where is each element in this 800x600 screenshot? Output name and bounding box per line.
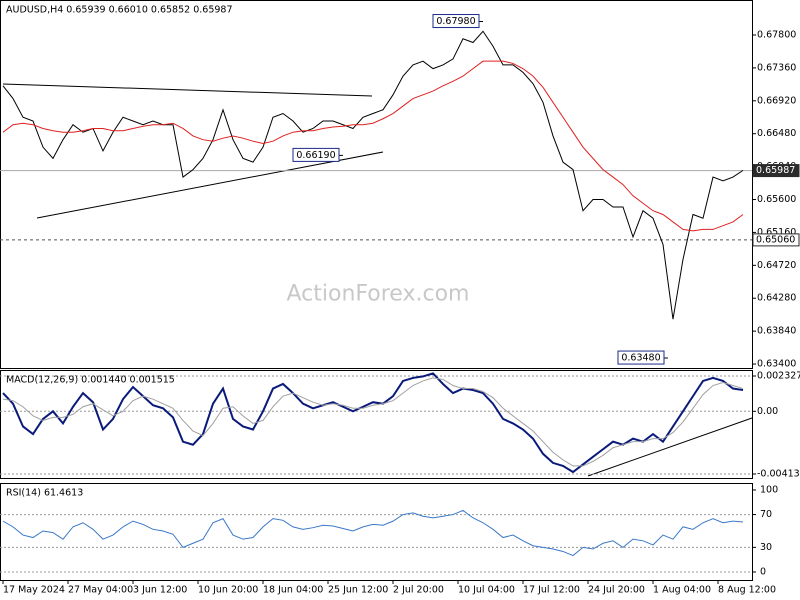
x-tick-label: 17 May 2024 xyxy=(3,585,65,596)
annotation-label: 0.63480 xyxy=(621,353,660,364)
series-line xyxy=(2,509,744,557)
annotation-label: 0.66190 xyxy=(296,150,335,161)
y-tick-label: 0.65160 xyxy=(757,227,796,238)
x-tick-label: 25 Jun 12:00 xyxy=(328,585,388,596)
price-label-box xyxy=(752,233,800,247)
price-label-box xyxy=(752,164,800,178)
annotation-box xyxy=(617,350,665,365)
x-tick-label: 10 Jul 04:00 xyxy=(458,585,515,596)
series-line xyxy=(2,377,744,467)
trendline xyxy=(2,83,373,97)
x-tick-label: 27 May 04:00 xyxy=(68,585,133,596)
x-tick-label: 17 Jul 12:00 xyxy=(523,585,580,596)
series-line xyxy=(2,30,744,320)
y-tick-label: 0.67360 xyxy=(757,62,796,73)
y-tick-label: 0.67800 xyxy=(757,29,796,40)
y-tick-label: 0.63400 xyxy=(757,359,796,370)
x-tick-label: 18 Jun 04:00 xyxy=(263,585,323,596)
y-tick-label: 70 xyxy=(760,509,772,520)
panel-frame xyxy=(0,483,753,581)
y-tick-label: 0.63840 xyxy=(757,326,796,337)
panel-title: AUDUSD,H4 0.65939 0.66010 0.65852 0.6598… xyxy=(6,5,233,16)
x-tick-label: 10 Jun 20:00 xyxy=(198,585,258,596)
y-tick-label: 0 xyxy=(760,566,766,577)
y-tick-label: 0.65600 xyxy=(757,194,796,205)
annotation-box xyxy=(292,147,340,162)
price-label: 0.65987 xyxy=(756,165,795,176)
series-line xyxy=(2,60,744,232)
x-tick-label: 3 Jun 12:00 xyxy=(133,585,187,596)
x-tick-label: 2 Jul 20:00 xyxy=(393,585,444,596)
y-tick-label: 100 xyxy=(760,484,778,495)
series-line xyxy=(2,372,744,474)
trendline xyxy=(587,417,753,477)
trendline xyxy=(36,151,384,219)
y-tick-label: 0.00 xyxy=(757,406,778,417)
panel-frame xyxy=(0,0,753,369)
panel-title: MACD(12,26,9) 0.001440 0.001515 xyxy=(6,375,175,386)
y-tick-label: 0.002327 xyxy=(757,370,800,381)
y-tick-label: 0.66920 xyxy=(757,95,796,106)
x-tick-label: 24 Jul 20:00 xyxy=(588,585,645,596)
x-tick-label: 1 Aug 04:00 xyxy=(653,585,711,596)
y-tick-label: 0.64720 xyxy=(757,260,796,271)
watermark: ActionForex.com xyxy=(287,281,470,306)
y-tick-label: -0.004131 xyxy=(757,468,800,479)
y-tick-label: 0.64280 xyxy=(757,293,796,304)
y-tick-label: 30 xyxy=(760,542,772,553)
panel-title: RSI(14) 61.4613 xyxy=(6,488,83,499)
x-tick-label: 8 Aug 12:00 xyxy=(718,585,776,596)
annotation-label: 0.67980 xyxy=(436,16,475,27)
price-label: 0.65060 xyxy=(756,234,795,245)
panel-frame xyxy=(0,370,753,479)
annotation-box xyxy=(432,14,480,29)
y-tick-label: 0.66480 xyxy=(757,128,796,139)
